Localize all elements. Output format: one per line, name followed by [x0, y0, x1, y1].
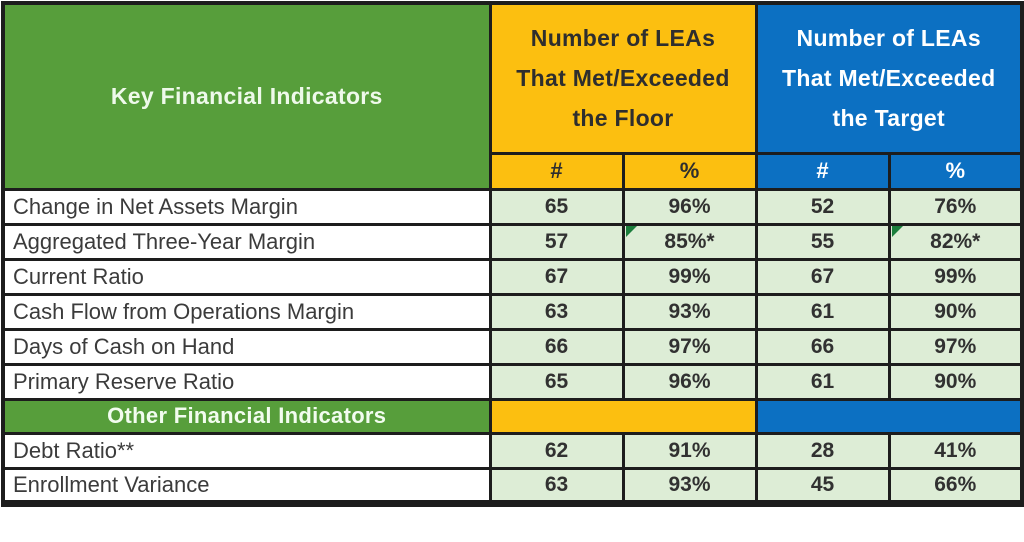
- target-percent-cell: 97%: [887, 327, 1024, 366]
- row-label: Aggregated Three-Year Margin: [1, 222, 492, 261]
- floor-count-subheader: #: [488, 151, 625, 191]
- row-label: Cash Flow from Operations Margin: [1, 292, 492, 331]
- table-row: Primary Reserve Ratio 65 96% 61 90%: [1, 362, 1024, 401]
- target-count-cell: 67: [754, 257, 891, 296]
- table-row: Enrollment Variance 63 93% 45 66%: [1, 466, 1024, 505]
- floor-percent-cell: 99%: [621, 257, 758, 296]
- key-indicators-header: Key Financial Indicators: [1, 1, 492, 191]
- floor-count-cell: 65: [488, 362, 625, 401]
- floor-count-cell: 62: [488, 431, 625, 470]
- target-count-cell: 45: [754, 466, 891, 505]
- section-floor-spacer: [488, 397, 758, 435]
- target-count-cell: 61: [754, 292, 891, 331]
- floor-percent-cell: 91%: [621, 431, 758, 470]
- row-label: Enrollment Variance: [1, 466, 492, 505]
- floor-count-cell: 63: [488, 466, 625, 505]
- table-row: Cash Flow from Operations Margin 63 93% …: [1, 292, 1024, 331]
- row-label: Change in Net Assets Margin: [1, 187, 492, 226]
- target-count-subheader: #: [754, 151, 891, 191]
- target-percent-cell: 41%: [887, 431, 1024, 470]
- floor-percent-cell: 85%*: [621, 222, 758, 261]
- target-percent-cell: 82%*: [887, 222, 1024, 261]
- comment-flag-icon: [626, 227, 638, 238]
- table-row: Debt Ratio** 62 91% 28 41%: [1, 431, 1024, 470]
- row-label: Days of Cash on Hand: [1, 327, 492, 366]
- table-row: Change in Net Assets Margin 65 96% 52 76…: [1, 187, 1024, 226]
- floor-percent-cell: 97%: [621, 327, 758, 366]
- target-header: Number of LEAs That Met/Exceeded the Tar…: [754, 1, 1024, 155]
- floor-count-cell: 57: [488, 222, 625, 261]
- header-row: Key Financial Indicators Number of LEAs …: [1, 1, 1024, 191]
- target-percent-cell: 66%: [887, 466, 1024, 505]
- row-label: Debt Ratio**: [1, 431, 492, 470]
- section-divider-row: Other Financial Indicators: [1, 397, 1024, 435]
- section-target-spacer: [754, 397, 1024, 435]
- target-percent-subheader: %: [887, 151, 1024, 191]
- target-percent-cell: 99%: [887, 257, 1024, 296]
- floor-count-cell: 65: [488, 187, 625, 226]
- row-label: Primary Reserve Ratio: [1, 362, 492, 401]
- floor-count-cell: 67: [488, 257, 625, 296]
- floor-header: Number of LEAs That Met/Exceeded the Flo…: [488, 1, 758, 155]
- target-percent-cell: 90%: [887, 292, 1024, 331]
- floor-percent-cell: 96%: [621, 187, 758, 226]
- comment-flag-icon: [892, 227, 904, 238]
- table-row: Aggregated Three-Year Margin 57 85%* 55 …: [1, 222, 1024, 261]
- floor-percent-cell: 93%: [621, 466, 758, 505]
- financial-indicators-table: Key Financial Indicators Number of LEAs …: [1, 1, 1024, 507]
- target-count-cell: 52: [754, 187, 891, 226]
- subheader-row: # % # %: [3, 151, 1024, 191]
- table-row: Days of Cash on Hand 66 97% 66 97%: [1, 327, 1024, 366]
- floor-count-cell: 63: [488, 292, 625, 331]
- row-label: Current Ratio: [1, 257, 492, 296]
- other-indicators-section-header: Other Financial Indicators: [1, 397, 492, 435]
- table-row: Current Ratio 67 99% 67 99%: [1, 257, 1024, 296]
- floor-percent-subheader: %: [621, 151, 758, 191]
- cell-value: 82%*: [930, 229, 981, 253]
- target-count-cell: 66: [754, 327, 891, 366]
- floor-percent-cell: 96%: [621, 362, 758, 401]
- floor-count-cell: 66: [488, 327, 625, 366]
- cell-value: 85%*: [664, 229, 715, 253]
- target-percent-cell: 90%: [887, 362, 1024, 401]
- floor-percent-cell: 93%: [621, 292, 758, 331]
- target-count-cell: 28: [754, 431, 891, 470]
- target-percent-cell: 76%: [887, 187, 1024, 226]
- target-count-cell: 61: [754, 362, 891, 401]
- target-count-cell: 55: [754, 222, 891, 261]
